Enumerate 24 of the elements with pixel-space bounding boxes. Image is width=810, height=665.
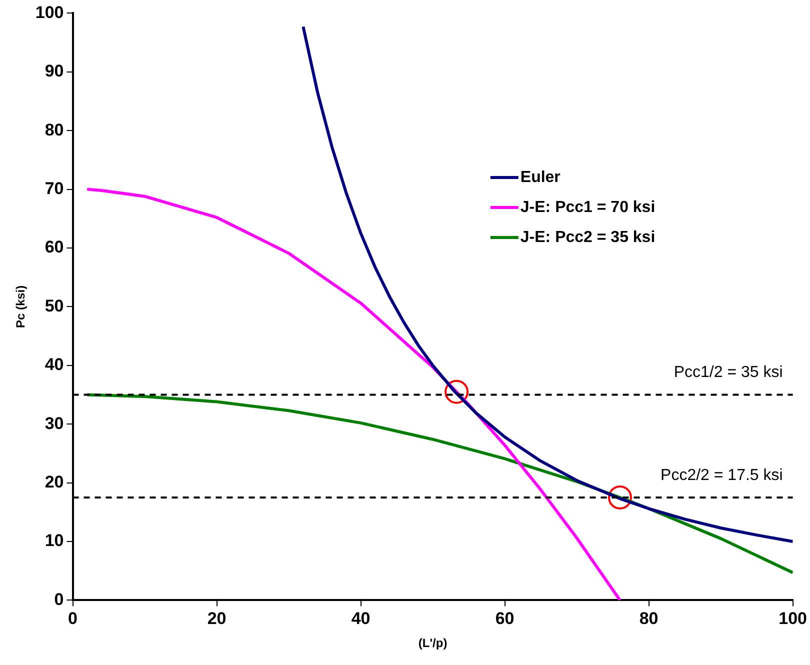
- y-tick-label: 30: [44, 414, 64, 433]
- y-axis-title: Pc (ksi): [14, 285, 28, 328]
- x-tick-label: 80: [639, 609, 658, 628]
- x-axis-title: (L'/p): [418, 636, 448, 650]
- y-tick-label: 20: [44, 472, 64, 492]
- ref-line-label: Pcc1/2 = 35 ksi: [674, 364, 783, 382]
- legend-label: J-E: Pcc1 = 70 ksi: [520, 198, 656, 216]
- x-tick-label: 40: [351, 609, 370, 628]
- y-tick-label: 40: [44, 355, 64, 374]
- y-tick-label: 80: [44, 120, 64, 140]
- ref-line-label: Pcc2/2 = 17.5 ksi: [660, 466, 783, 484]
- y-tick-label: 90: [44, 62, 64, 81]
- y-tick-label: 0: [54, 590, 64, 609]
- y-tick-label: 70: [44, 178, 64, 198]
- y-tick-label: 10: [44, 531, 64, 550]
- y-tick-label: 100: [35, 2, 64, 22]
- y-tick-label: 50: [44, 296, 64, 316]
- x-tick-label: 60: [495, 609, 514, 628]
- x-tick-label: 0: [68, 609, 78, 628]
- legend-label: J-E: Pcc2 = 35 ksi: [520, 228, 656, 246]
- y-tick-label: 60: [44, 238, 64, 257]
- x-tick-label: 20: [207, 609, 226, 628]
- legend-label: Euler: [520, 168, 560, 186]
- x-tick-label: 100: [778, 609, 808, 628]
